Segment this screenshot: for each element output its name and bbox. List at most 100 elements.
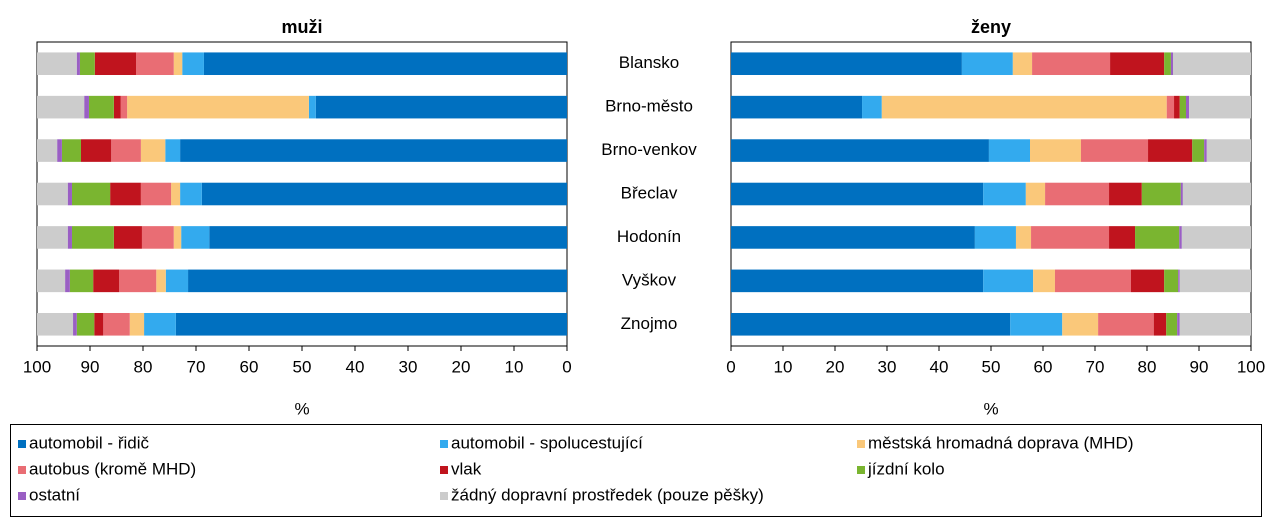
bar-segment xyxy=(988,139,1030,162)
bar-segment xyxy=(76,312,95,336)
bar-segment xyxy=(144,312,176,336)
bar-segment xyxy=(73,312,77,336)
bar-segment xyxy=(1054,269,1131,293)
bar-segment xyxy=(1182,182,1251,206)
bar-segment xyxy=(1031,226,1110,249)
bar-segment xyxy=(88,95,114,119)
bar-segment xyxy=(1033,269,1055,293)
x-tick-label: 100 xyxy=(23,357,51,376)
bar-segment xyxy=(141,226,174,249)
bar-segment xyxy=(1204,139,1207,162)
legend-label: městská hromadná doprava (MHD) xyxy=(868,433,1133,452)
bar-segment xyxy=(1174,95,1180,119)
bar-segment xyxy=(80,139,112,162)
bar-segment xyxy=(113,226,142,249)
bar-segment xyxy=(1164,269,1179,293)
x-tick-label: 90 xyxy=(81,357,100,376)
category-label: Vyškov xyxy=(622,270,677,289)
bar-segment xyxy=(731,312,1011,336)
legend-swatch xyxy=(440,440,448,448)
bar-segment xyxy=(37,95,85,119)
bar-segment xyxy=(1109,182,1142,206)
bar-segment xyxy=(731,182,984,206)
bar-segment xyxy=(1179,312,1251,336)
bar-segment xyxy=(171,182,181,206)
x-tick-label: 70 xyxy=(1086,357,1105,376)
bar-segment xyxy=(37,312,74,336)
bar-segment xyxy=(76,52,80,76)
bar-segment xyxy=(136,52,174,76)
bar-segment xyxy=(1178,269,1180,293)
bar-segment xyxy=(182,52,204,76)
bar-segment xyxy=(209,226,567,249)
bar-segment xyxy=(731,269,984,293)
bar-segment xyxy=(1010,312,1063,336)
legend-swatch xyxy=(440,492,448,500)
bar-segment xyxy=(1080,139,1149,162)
category-label: Brno-město xyxy=(605,97,693,116)
bar-segment xyxy=(1177,312,1180,336)
legend-label: automobil - spolucestující xyxy=(451,433,643,452)
bar-segment xyxy=(65,269,70,293)
bar-segment xyxy=(37,139,58,162)
x-tick-label: 0 xyxy=(562,357,571,376)
bar-segment xyxy=(165,269,189,293)
bar-segment xyxy=(140,139,166,162)
x-tick-label: 10 xyxy=(505,357,524,376)
bar-segment xyxy=(1032,52,1111,76)
x-axis-label: % xyxy=(983,399,998,418)
x-tick-label: 100 xyxy=(1237,357,1265,376)
bar-segment xyxy=(1110,52,1165,76)
bar-segment xyxy=(1141,182,1181,206)
legend-label: vlak xyxy=(451,459,482,478)
bar-segment xyxy=(84,95,89,119)
bar-segment xyxy=(1192,139,1205,162)
bar-segment xyxy=(110,182,141,206)
bar-segment xyxy=(1170,52,1173,76)
bar-segment xyxy=(79,52,95,76)
bar-segment xyxy=(156,269,166,293)
bar-segment xyxy=(37,52,77,76)
bar-segment xyxy=(983,269,1034,293)
bar-segment xyxy=(127,95,309,119)
bar-segment xyxy=(983,182,1026,206)
legend-swatch xyxy=(857,466,865,474)
bar-segment xyxy=(1189,95,1251,119)
x-tick-label: 70 xyxy=(187,357,206,376)
bar-segment xyxy=(1148,139,1193,162)
x-tick-label: 50 xyxy=(293,357,312,376)
bar-segment xyxy=(140,182,172,206)
bar-segment xyxy=(1206,139,1251,162)
bar-segment xyxy=(119,269,157,293)
bar-segment xyxy=(1186,95,1190,119)
bar-segment xyxy=(94,312,104,336)
bar-segment xyxy=(93,269,120,293)
bar-segment xyxy=(181,226,210,249)
bar-segment xyxy=(1179,269,1251,293)
bar-segment xyxy=(57,139,62,162)
legend-label: automobil - řidič xyxy=(29,433,149,452)
legend-label: žádný dopravní prostředek (pouze pěšky) xyxy=(451,485,764,504)
x-axis-label: % xyxy=(294,399,309,418)
bar-segment xyxy=(113,95,121,119)
bar-segment xyxy=(1109,226,1136,249)
bar-segment xyxy=(1045,182,1110,206)
bar-segment xyxy=(731,95,863,119)
bar-segment xyxy=(974,226,1016,249)
bar-segment xyxy=(61,139,81,162)
bar-segment xyxy=(1130,269,1165,293)
bar-segment xyxy=(1015,226,1032,249)
bar-segment xyxy=(71,226,114,249)
x-tick-label: 60 xyxy=(1034,357,1053,376)
x-tick-label: 30 xyxy=(399,357,418,376)
bar-segment xyxy=(165,139,181,162)
chart-title: ženy xyxy=(971,17,1011,37)
bar-segment xyxy=(71,182,111,206)
legend-swatch xyxy=(857,440,865,448)
bar-segment xyxy=(173,226,182,249)
bar-segment xyxy=(1179,226,1182,249)
bar-segment xyxy=(1012,52,1033,76)
x-tick-label: 40 xyxy=(930,357,949,376)
bar-segment xyxy=(1135,226,1180,249)
